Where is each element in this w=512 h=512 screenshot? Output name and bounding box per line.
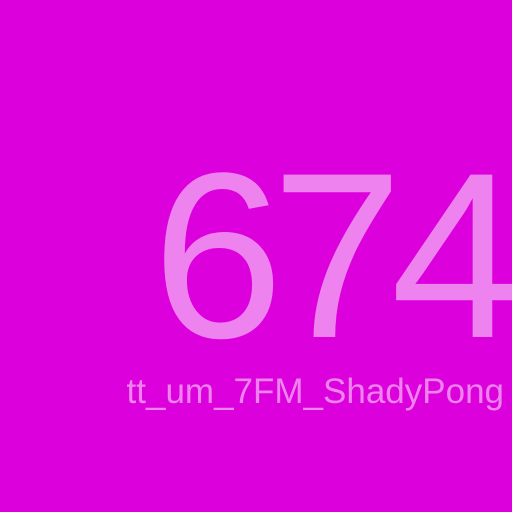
project-label: tt_um_7FM_ShadyPong [126, 372, 504, 411]
score-value: 674 [152, 124, 512, 388]
